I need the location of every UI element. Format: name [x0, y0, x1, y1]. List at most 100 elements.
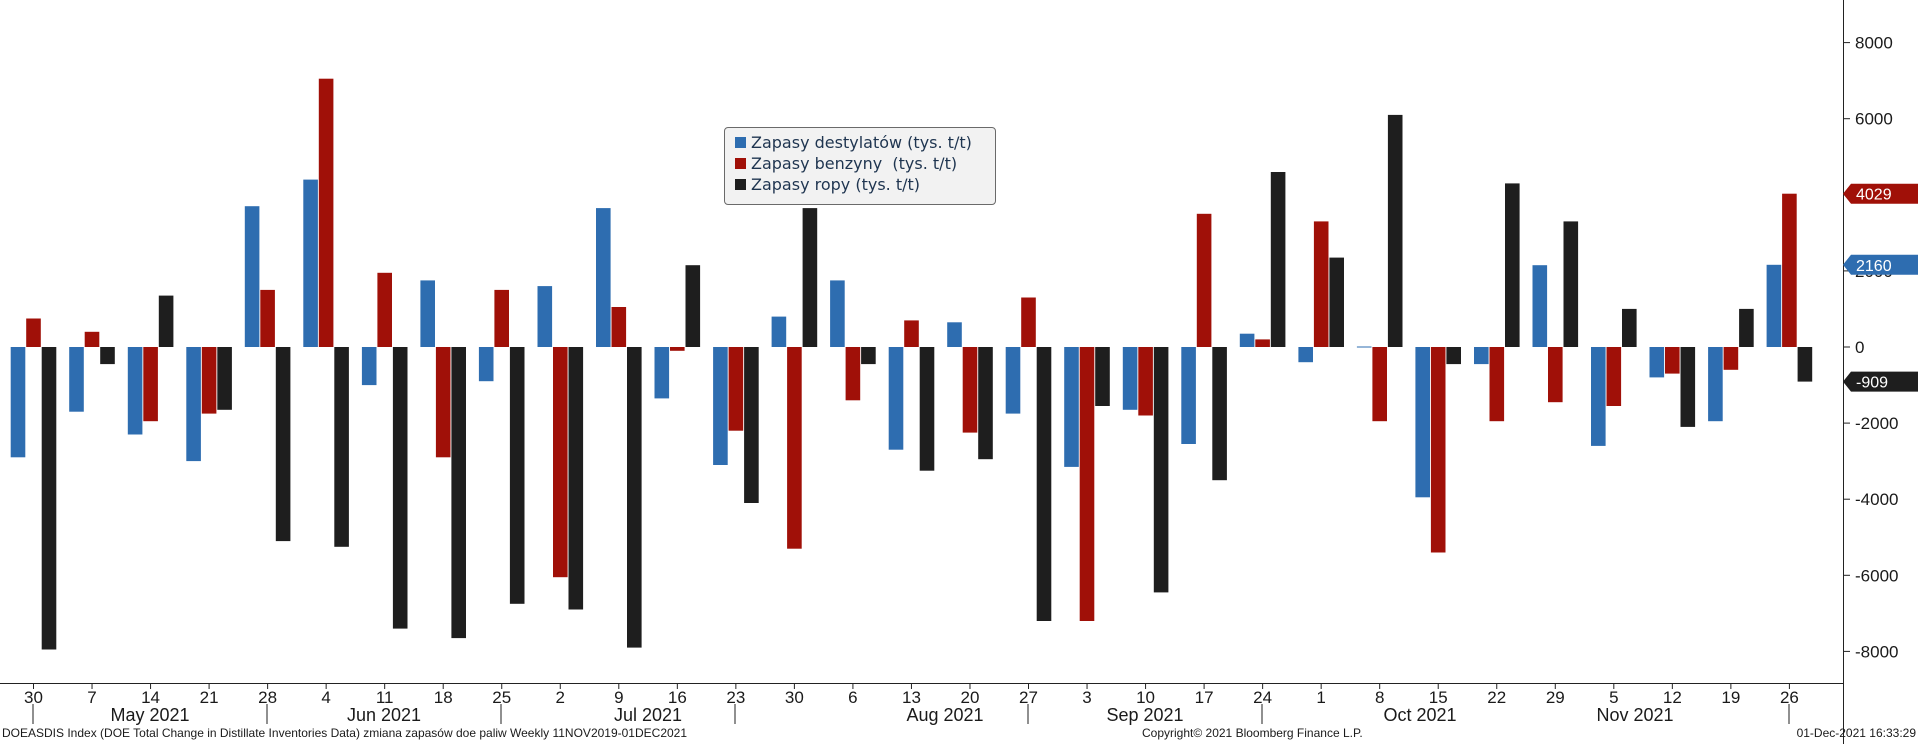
bar-crude-10 — [627, 347, 642, 648]
x-tick-label: 13 — [902, 688, 921, 707]
footer-copyright: Copyright© 2021 Bloomberg Finance L.P. — [1142, 726, 1363, 740]
bar-crude-29 — [1739, 308, 1754, 347]
bar-gasoline-17 — [1021, 297, 1036, 347]
bar-gasoline-30 — [1782, 193, 1797, 347]
bar-crude-8 — [509, 347, 525, 604]
last-value-crude-label: -909 — [1856, 375, 1888, 392]
bar-crude-5 — [334, 347, 349, 547]
bar-crude-6 — [392, 347, 408, 629]
bar-gasoline-1 — [84, 331, 100, 347]
legend-item-gasoline: Zapasy benzyny (tys. t/t) — [735, 153, 985, 174]
y-tick-label: 0 — [1855, 338, 1864, 357]
bar-distillates-25 — [1474, 347, 1489, 365]
bar-gasoline-9 — [553, 347, 568, 578]
bar-crude-22 — [1329, 257, 1344, 347]
y-tick-label: 8000 — [1855, 34, 1893, 53]
bar-distillates-24 — [1415, 347, 1430, 498]
bar-distillates-4 — [244, 206, 260, 347]
bar-distillates-16 — [947, 322, 962, 347]
bar-distillates-12 — [713, 347, 728, 465]
bar-crude-19 — [1153, 347, 1169, 593]
x-tick-label: 29 — [1546, 688, 1565, 707]
x-tick-label: 2 — [556, 688, 565, 707]
x-tick-label: 21 — [200, 688, 219, 707]
x-tick-label: 17 — [1195, 688, 1214, 707]
legend-item-distillates: Zapasy destylatów (tys. t/t) — [735, 132, 985, 153]
bar-distillates-3 — [186, 347, 201, 462]
bar-gasoline-19 — [1138, 347, 1153, 416]
bar-distillates-7 — [420, 280, 435, 347]
bar-crude-18 — [1095, 347, 1110, 406]
y-tick-label: 6000 — [1855, 110, 1893, 129]
last-value-gasoline-flag — [1843, 183, 1918, 204]
footer-timestamp: 01-Dec-2021 16:33:29 — [1796, 726, 1916, 740]
legend-swatch-gasoline — [735, 158, 746, 169]
bar-distillates-8 — [478, 347, 494, 382]
bar-gasoline-20 — [1196, 213, 1212, 347]
bar-distillates-15 — [888, 347, 904, 450]
bar-gasoline-18 — [1079, 347, 1095, 621]
bar-crude-9 — [568, 347, 584, 610]
bar-distillates-27 — [1591, 347, 1606, 446]
bar-crude-12 — [744, 347, 759, 503]
x-tick-label: 28 — [258, 688, 277, 707]
x-tick-label: 30 — [785, 688, 804, 707]
bar-gasoline-25 — [1489, 347, 1505, 422]
x-tick-label: 6 — [848, 688, 857, 707]
bar-distillates-9 — [537, 286, 553, 347]
bar-gasoline-7 — [435, 347, 451, 458]
x-tick-label: 12 — [1663, 688, 1682, 707]
bar-crude-13 — [802, 208, 818, 347]
bar-distillates-14 — [830, 280, 845, 347]
x-tick-label: 23 — [726, 688, 745, 707]
legend-swatch-crude — [735, 179, 746, 190]
bar-crude-7 — [451, 347, 466, 639]
bar-distillates-18 — [1064, 347, 1079, 467]
x-tick-label: 26 — [1780, 688, 1799, 707]
x-tick-label: 30 — [24, 688, 43, 707]
bar-distillates-13 — [771, 316, 787, 347]
legend-item-crude: Zapasy ropy (tys. t/t) — [735, 174, 985, 195]
bar-distillates-17 — [1005, 347, 1021, 414]
y-tick-label: -2000 — [1855, 414, 1898, 433]
bar-gasoline-10 — [611, 307, 627, 347]
bar-distillates-0 — [10, 347, 26, 458]
bar-gasoline-16 — [962, 347, 978, 433]
bar-gasoline-4 — [260, 289, 275, 347]
month-label: Oct 2021 — [1383, 705, 1456, 725]
bar-crude-24 — [1446, 347, 1461, 365]
bar-distillates-6 — [361, 347, 377, 386]
x-tick-label: 5 — [1609, 688, 1618, 707]
legend-label-gasoline: Zapasy benzyny (tys. t/t) — [751, 154, 958, 173]
bar-distillates-11 — [654, 347, 670, 399]
month-label: Jun 2021 — [347, 705, 421, 725]
month-label: May 2021 — [110, 705, 189, 725]
bar-distillates-2 — [127, 347, 143, 435]
bar-distillates-29 — [1708, 347, 1723, 422]
bar-distillates-5 — [303, 179, 318, 347]
bar-distillates-1 — [69, 347, 84, 412]
x-tick-label: 24 — [1253, 688, 1272, 707]
bars-layer — [10, 78, 1813, 650]
legend-label-crude: Zapasy ropy (tys. t/t) — [751, 175, 921, 194]
bar-gasoline-26 — [1548, 347, 1563, 403]
x-tick-label: 3 — [1082, 688, 1091, 707]
bar-gasoline-12 — [728, 347, 744, 431]
x-tick-label: 14 — [141, 688, 160, 707]
bar-crude-14 — [861, 347, 876, 365]
bar-distillates-26 — [1532, 265, 1548, 347]
bar-crude-17 — [1036, 347, 1052, 621]
bar-crude-1 — [100, 347, 115, 365]
bar-gasoline-0 — [26, 318, 41, 347]
bar-distillates-19 — [1122, 347, 1138, 410]
last-value-distillates-flag — [1843, 254, 1918, 275]
bar-distillates-10 — [596, 208, 611, 347]
bar-distillates-20 — [1181, 347, 1196, 444]
bar-crude-25 — [1505, 183, 1520, 347]
x-tick-label: 27 — [1019, 688, 1038, 707]
month-label: Jul 2021 — [614, 705, 682, 725]
bar-gasoline-13 — [787, 347, 802, 549]
bar-crude-26 — [1563, 221, 1579, 347]
x-tick-label: 11 — [376, 688, 394, 707]
